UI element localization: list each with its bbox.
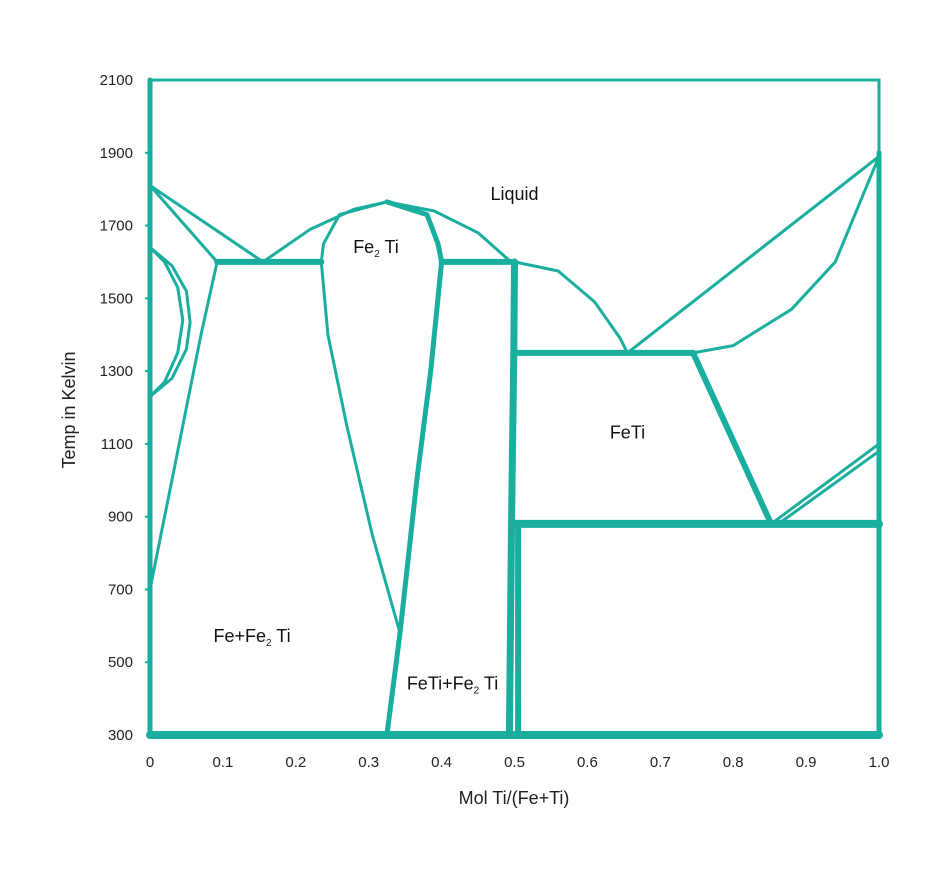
- curve-fe2ti-right-boundary: [384, 199, 445, 738]
- x-tick-label: 1.0: [869, 754, 890, 771]
- x-tick-label: 0.6: [577, 754, 598, 771]
- y-tick-label: 1100: [101, 436, 133, 453]
- curve-solidus-ti-side: [691, 154, 881, 355]
- y-tick-label: 500: [108, 654, 133, 671]
- curve-alpha-solvus: [148, 260, 219, 591]
- x-tick-labels: 0 0.1 0.2 0.3 0.4 0.5 0.6 0.7 0.8 0.9 1.0: [146, 754, 890, 771]
- x-tick-label: 0.4: [431, 754, 452, 771]
- x-tick-label: 0.1: [212, 754, 233, 771]
- curve-feti-liquidus: [513, 260, 629, 355]
- y-tick-label: 2100: [100, 72, 133, 89]
- curve-feti-left-boundary: [505, 258, 518, 739]
- y-tick-labels: 300 500 700 900 1100 1300 1500 1700 1900 2100: [100, 72, 150, 744]
- x-tick-label: 0.7: [650, 754, 671, 771]
- y-tick-label: 900: [108, 509, 133, 526]
- y-tick-label: 1300: [100, 363, 133, 380]
- curve-feti-right-boundary: [690, 349, 775, 527]
- region-label-fe-fe2ti: Fe+Fe2 Ti: [214, 626, 291, 649]
- region-labels: Liquid Fe2 Ti FeTi Fe+Fe2 Ti FeTi+Fe2 Ti: [214, 184, 646, 696]
- curve-liquidus-fe2ti-right: [385, 200, 513, 264]
- y-tick-label: 700: [108, 581, 133, 598]
- y-tick-label: 1500: [100, 290, 133, 307]
- region-label-fe2ti: Fe2 Ti: [353, 237, 399, 260]
- curve-fe2ti-left-boundary: [319, 200, 402, 635]
- x-tick-label: 0.9: [796, 754, 817, 771]
- y-tick-label: 1900: [100, 145, 133, 162]
- phase-boundaries: [146, 77, 883, 739]
- region-label-liquid: Liquid: [490, 184, 538, 204]
- curve-beta-transus-lower: [776, 449, 881, 526]
- curve-liquidus-fe-side: [148, 184, 265, 264]
- y-axis-label: Temp in Kelvin: [59, 351, 79, 468]
- y-tick-label: 300: [108, 727, 133, 744]
- curve-gamma-loop-outer: [148, 245, 185, 399]
- region-label-feti: FeTi: [610, 422, 645, 442]
- x-tick-label: 0.5: [504, 754, 525, 771]
- x-tick-label: 0.3: [358, 754, 379, 771]
- x-tick-label: 0.8: [723, 754, 744, 771]
- region-label-feti-fe2ti: FeTi+Fe2 Ti: [407, 674, 498, 697]
- x-axis-label: Mol Ti/(Fe+Ti): [459, 788, 570, 808]
- x-tick-label: 0: [146, 754, 154, 771]
- curve-beta-transus-upper: [769, 442, 881, 526]
- curve-gamma-loop-inner: [148, 245, 192, 399]
- curve-liquidus-ti-side: [626, 154, 881, 355]
- y-tick-label: 1700: [100, 218, 133, 235]
- curve-solidus-fe-side: [148, 184, 219, 264]
- x-tick-label: 0.2: [285, 754, 306, 771]
